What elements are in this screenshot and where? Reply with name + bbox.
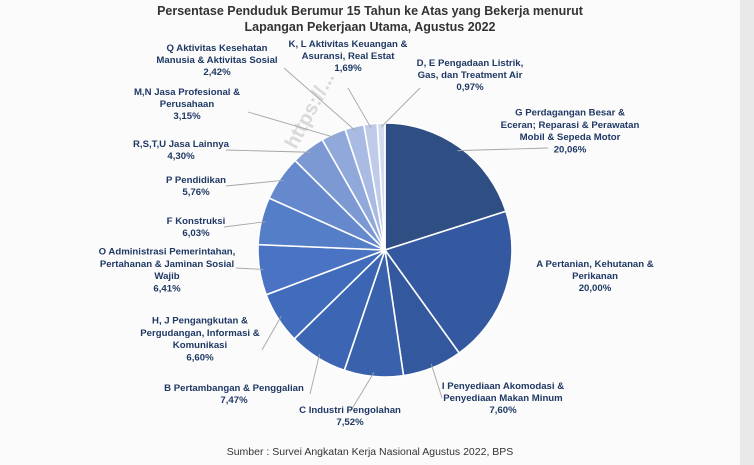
slice-value-label: 2,42% (203, 67, 231, 78)
slice-value-label: 20,00% (579, 283, 612, 294)
slice-value-label: 20,06% (554, 144, 587, 155)
slice-category-label: Asuransi, Real Estat (302, 51, 396, 62)
slice-value-label: 1,69% (334, 63, 362, 74)
slice-value-label: 7,47% (220, 395, 248, 406)
slice-label: F Konstruksi 6,03% (167, 216, 226, 239)
slice-category-label: G Perdagangan Besar & (515, 108, 625, 119)
slice-category-label: Mobil & Sepeda Motor (520, 132, 621, 143)
slice-label: C Industri Pengolahan 7,52% (299, 405, 401, 428)
slice-label: O Administrasi Pemerintahan, Pertahanan &… (99, 247, 236, 295)
window-edge (740, 0, 754, 465)
slice-value-label: 3,15% (173, 111, 201, 122)
slice-category-label: A Pertanian, Kehutanan & (536, 259, 654, 270)
slice-label: B Pertambangan & Penggalian 7,47% (164, 383, 304, 406)
slice-category-label: Manusia & Aktivitas Sosial (156, 55, 277, 66)
chart-title-line-2: Lapangan Pekerjaan Utama, Agustus 2022 (244, 20, 496, 34)
chart-title-line-1: Persentase Penduduk Berumur 15 Tahun ke … (157, 4, 583, 18)
slice-category-label: K, L Aktivitas Keuangan & (289, 39, 408, 50)
slice-category-label: Wajib (154, 271, 179, 282)
slice-category-label: H, J Pengangkutan & (152, 316, 248, 327)
leader-line (261, 315, 282, 351)
slice-label: R,S,T,U Jasa Lainnya 4,30% (133, 139, 230, 162)
leader-line (309, 354, 321, 395)
slice-category-label: Komunikasi (173, 340, 227, 351)
slice-category-label: D, E Pengadaan Listrik, (417, 58, 524, 69)
slice-value-label: 5,76% (182, 187, 210, 198)
slice-label: Q Aktivitas Kesehatan Manusia & Aktivitas… (156, 43, 277, 78)
slice-category-label: B Pertambangan & Penggalian (164, 383, 304, 394)
leader-line (430, 363, 443, 399)
slice-label: H, J Pengangkutan & Pergudangan, Informas… (140, 316, 259, 364)
slice-value-label: 6,03% (182, 228, 210, 239)
slice-category-label: Eceran; Reparasi & Perawatan (501, 120, 640, 131)
leader-line (225, 179, 284, 187)
pie-slice (384, 122, 507, 252)
slice-category-label: F Konstruksi (167, 216, 226, 227)
slice-label: M,N Jasa Profesional & Perusahaan 3,15% (134, 87, 240, 122)
leader-line (225, 149, 311, 153)
leader-line (235, 267, 264, 270)
slice-value-label: 6,60% (186, 352, 214, 363)
source-note: Sumber : Survei Angkatan Kerja Nasional … (226, 446, 514, 458)
slice-category-label: Q Aktivitas Kesehatan (167, 43, 268, 54)
chart-title: Persentase Penduduk Berumur 15 Tahun ke … (0, 3, 740, 35)
slice-category-label: Perusahaan (160, 99, 215, 110)
slice-category-label: P Pendidikan (166, 175, 226, 186)
slice-value-label: 0,97% (456, 82, 484, 93)
pie-slice (383, 210, 513, 355)
leader-line (349, 372, 375, 413)
slice-category-label: M,N Jasa Profesional & (134, 87, 240, 98)
slice-label: G Perdagangan Besar & Eceran; Reparasi & … (501, 108, 640, 156)
slice-value-label: 7,52% (336, 417, 364, 428)
slice-category-label: Gas, dan Treatment Air (418, 70, 523, 81)
slice-category-label: I Penyediaan Akomodasi & (442, 381, 564, 392)
slice-label: P Pendidikan 5,76% (166, 175, 226, 198)
slice-value-label: 4,30% (167, 151, 195, 162)
leader-line (247, 111, 336, 139)
leader-line (283, 67, 356, 131)
leader-line (347, 87, 372, 129)
slice-category-label: O Administrasi Pemerintahan, (99, 247, 236, 258)
leader-line (223, 221, 266, 228)
slice-value-label: 7,60% (489, 405, 517, 416)
slice-label: I Penyediaan Akomodasi & Penyediaan Makan… (442, 381, 564, 416)
slice-label: K, L Aktivitas Keuangan & Asuransi, Real … (289, 39, 408, 74)
slice-category-label: Pertahanan & Jaminan Sosial (100, 259, 234, 270)
slice-category-label: C Industri Pengolahan (299, 405, 401, 416)
slice-category-label: Perikanan (572, 271, 618, 282)
slice-category-label: Pergudangan, Informasi & (140, 328, 259, 339)
slice-value-label: 6,41% (153, 283, 181, 294)
leader-line (457, 147, 549, 152)
leader-line (380, 87, 421, 128)
slice-label: D, E Pengadaan Listrik, Gas, dan Treatmen… (417, 58, 524, 93)
slice-category-label: R,S,T,U Jasa Lainnya (133, 139, 230, 150)
slice-category-label: Penyediaan Makan Minum (443, 393, 562, 404)
slice-label: A Pertanian, Kehutanan & Perikanan 20,00% (536, 259, 654, 294)
